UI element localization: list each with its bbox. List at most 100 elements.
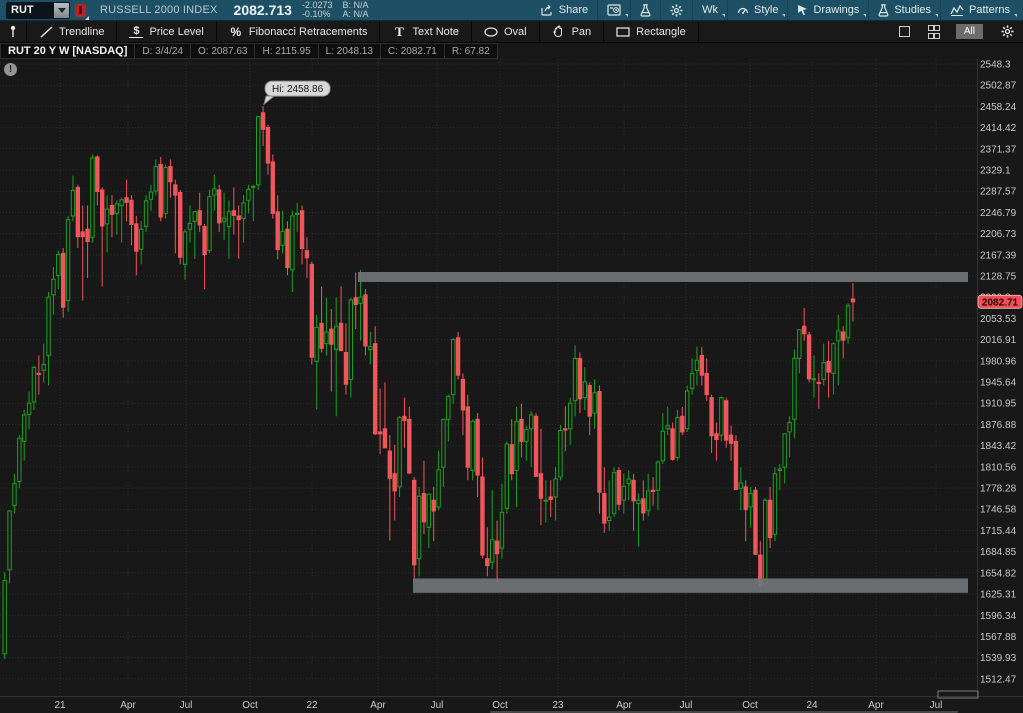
tool-oval[interactable]: Oval [472, 21, 540, 42]
studies-button[interactable]: Studies [868, 0, 940, 20]
style-button[interactable]: Style [727, 0, 787, 20]
chart-high-field: H: 2115.95 [254, 43, 319, 59]
chart-title[interactable]: RUT 20 Y W [NASDAQ] [0, 43, 136, 59]
tool-fibonacci-retracements[interactable]: % Fibonacci Retracements [217, 21, 381, 42]
candle-body [236, 215, 241, 221]
tool-price-level[interactable]: $ Price Level [117, 21, 217, 42]
candle-body [602, 493, 607, 524]
candle-body [831, 343, 836, 374]
candle-body [485, 558, 490, 567]
dock-toolbar-button[interactable] [0, 21, 27, 42]
tool-label: Price Level [149, 25, 204, 38]
settings-gear-button[interactable] [992, 21, 1023, 42]
drawings-button[interactable]: Drawings [787, 0, 868, 20]
time-axis-label: 22 [306, 700, 318, 711]
time-axis-label: Oct [242, 700, 258, 711]
candle-body [538, 473, 544, 499]
price-axis-label: 2016.91 [980, 335, 1017, 346]
chart-settings-button[interactable] [660, 0, 692, 20]
price-change: -2.0273 -0.10% [302, 1, 333, 19]
candle-body [465, 406, 471, 468]
candle-body [392, 473, 397, 492]
price-axis[interactable]: 2548.3 2502.87 2458.24 2414.42 2371.37 2329.1… [980, 60, 1017, 686]
candle-body [124, 197, 129, 203]
candle-body [217, 189, 222, 224]
candle-body [821, 362, 826, 380]
tool-trendline[interactable]: Trendline [27, 21, 118, 42]
style-icon [737, 7, 749, 14]
candle-body [202, 226, 207, 255]
candle-body [41, 363, 46, 371]
resistance-zone[interactable] [358, 272, 968, 282]
chart-date-field: D: 3/4/24 [134, 43, 191, 59]
candle-body [533, 415, 539, 477]
studies-label: Studies [894, 4, 932, 16]
tool-rectangle[interactable]: Rectangle [604, 21, 699, 42]
price-axis-label: 1654.82 [980, 568, 1017, 579]
candle-body [295, 212, 300, 215]
candle-body [753, 489, 758, 555]
time-axis-label: Jul [930, 700, 943, 711]
time-axis-label: Apr [868, 700, 884, 711]
timeframe-button[interactable]: Wk [692, 0, 727, 20]
candle-body [70, 189, 76, 217]
candle-body [387, 450, 393, 479]
price-chart[interactable]: 2548.3 2502.87 2458.24 2414.42 2371.37 2329.1… [0, 59, 1023, 713]
info-alert-icon[interactable]: ! [4, 63, 17, 76]
candle-body [285, 228, 290, 269]
symbol-input-group[interactable] [6, 1, 70, 19]
candle-body [275, 211, 280, 251]
price-axis-label: 2371.37 [980, 144, 1017, 155]
candle-body [334, 325, 339, 351]
quick-study-button[interactable] [630, 0, 660, 20]
candle-body [709, 397, 714, 437]
candle-body [139, 228, 144, 250]
candle-body [22, 414, 27, 442]
candle-body [343, 352, 349, 385]
symbol-link-badge[interactable] [75, 3, 89, 20]
tool-pan[interactable]: Pan [540, 21, 605, 42]
candle-body [738, 482, 744, 489]
events-button[interactable] [597, 0, 630, 20]
candle-body [2, 580, 7, 655]
candle-body [499, 511, 505, 549]
candle-body [80, 231, 85, 238]
candle-body [197, 210, 202, 226]
candle-body [850, 298, 856, 303]
pin-icon [10, 25, 16, 37]
maximize-button[interactable] [890, 21, 919, 42]
symbol-input[interactable] [7, 2, 53, 18]
candle-body [494, 540, 500, 555]
support-zone[interactable] [413, 578, 968, 593]
candle-body [12, 483, 17, 507]
candle-body [558, 430, 563, 478]
share-button[interactable]: Share [532, 0, 597, 20]
fit-all-button[interactable]: All [947, 21, 992, 42]
chart-range-field: R: 67.82 [443, 43, 498, 59]
candle-body [504, 443, 510, 509]
candle-body [811, 378, 817, 381]
candle-body [763, 499, 768, 584]
patterns-button[interactable]: Patterns [940, 0, 1019, 20]
square-icon [898, 26, 910, 37]
candle-body [348, 299, 354, 380]
price-axis-label: 2053.53 [980, 314, 1017, 325]
candle-body [143, 200, 149, 228]
price-axis-label: 2128.75 [980, 272, 1017, 283]
axis-corner-handle[interactable] [937, 690, 979, 699]
candle-body [51, 278, 56, 296]
tool-text-note[interactable]: T Text Note [380, 21, 472, 42]
grid-layout-button[interactable] [919, 21, 947, 42]
candle-body [212, 188, 217, 196]
candle-body [543, 499, 549, 502]
candle-body [675, 416, 680, 458]
chart-area[interactable]: 2548.3 2502.87 2458.24 2414.42 2371.37 2329.1… [0, 59, 1023, 713]
candle-body [509, 444, 514, 475]
candle-body [592, 392, 597, 414]
candle-body [104, 208, 110, 225]
candle-body [514, 420, 519, 471]
symbol-dropdown-button[interactable] [53, 2, 69, 18]
candle-body [382, 428, 388, 449]
candle-body [134, 223, 139, 252]
candle-body [299, 210, 305, 250]
